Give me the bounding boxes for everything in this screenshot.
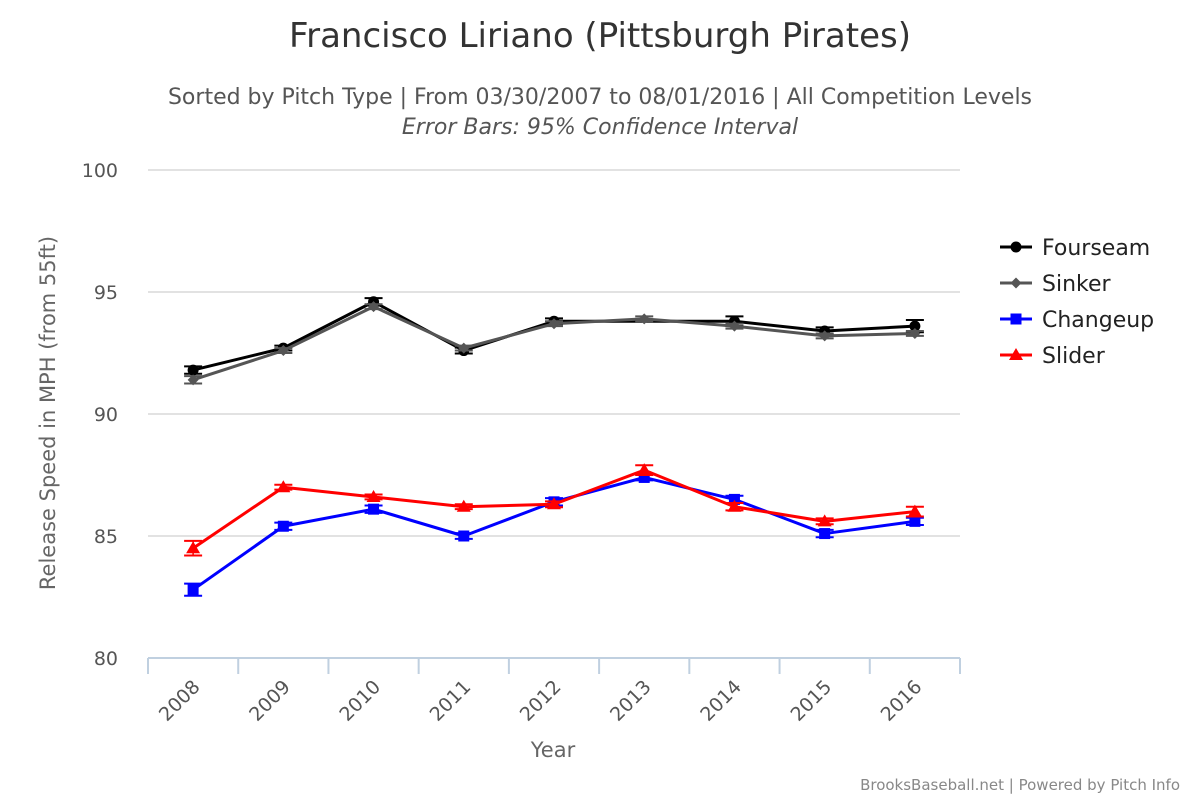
data-point-changeup	[277, 520, 289, 532]
data-point-sinker	[277, 345, 289, 357]
series-line-changeup	[192, 475, 916, 591]
data-point-fourseam	[187, 364, 199, 376]
grid-lines	[148, 169, 960, 537]
data-point-sinker	[187, 374, 199, 386]
legend-marker-sinker	[1010, 277, 1022, 289]
y-tick-label: 85	[94, 526, 118, 548]
data-point-changeup	[638, 471, 650, 483]
chart-title: Francisco Liriano (Pittsburgh Pirates)	[289, 16, 911, 56]
series-line-fourseam	[192, 300, 915, 372]
legend-marker-fourseam	[1010, 241, 1022, 253]
x-tick-label: 2008	[155, 676, 205, 726]
data-point-sinker	[819, 330, 831, 342]
x-tick-label: 2014	[696, 676, 746, 726]
data-point-changeup	[187, 584, 199, 596]
data-point-slider	[276, 480, 291, 493]
chart-credits: BrooksBaseball.net | Powered by Pitch In…	[860, 776, 1180, 794]
series-changeup	[184, 471, 924, 597]
y-tick-label: 90	[94, 404, 118, 426]
x-tick-label: 2013	[606, 676, 656, 726]
data-point-slider	[366, 489, 381, 502]
data-point-slider	[456, 499, 471, 512]
data-point-slider	[727, 499, 742, 512]
legend-marker-slider	[1009, 348, 1023, 360]
y-axis-title: Release Speed in MPH (from 55ft)	[36, 236, 60, 590]
data-point-changeup	[368, 503, 380, 515]
y-tick-label: 80	[94, 648, 118, 670]
legend-marker-changeup	[1010, 313, 1022, 325]
legend: Fourseam Sinker Changeup Slider	[1000, 236, 1154, 369]
chart-subtitle-errorbars: Error Bars: 95% Confidence Interval	[402, 115, 798, 140]
data-point-slider	[547, 497, 561, 510]
x-tick-label: 2010	[335, 676, 385, 726]
series-slider	[184, 463, 924, 557]
data-point-slider	[637, 463, 652, 476]
data-point-slider	[907, 504, 922, 517]
data-point-changeup	[909, 515, 921, 527]
y-axis: 80 85 90 95 100	[82, 160, 118, 670]
y-tick-label: 100	[82, 160, 118, 182]
data-point-sinker	[368, 301, 380, 313]
x-axis-title: Year	[530, 738, 576, 762]
data-point-slider	[817, 514, 832, 527]
data-point-sinker	[909, 327, 921, 339]
legend-item-fourseam[interactable]: Fourseam	[1000, 236, 1150, 261]
data-point-fourseam	[909, 320, 921, 332]
legend-item-slider[interactable]: Slider	[1000, 344, 1106, 369]
data-point-changeup	[819, 528, 831, 540]
chart-subtitle: Sorted by Pitch Type | From 03/30/2007 t…	[168, 85, 1032, 110]
legend-label-changeup: Changeup	[1042, 308, 1154, 333]
legend-label-sinker: Sinker	[1042, 272, 1112, 297]
legend-label-slider: Slider	[1042, 344, 1106, 369]
x-tick-label: 2011	[426, 676, 476, 726]
legend-label-fourseam: Fourseam	[1042, 236, 1150, 261]
x-tick-label: 2012	[516, 676, 566, 726]
x-axis: 2008 2009 2010 2011 2012 2013 2014 2015 2016	[147, 657, 961, 726]
data-point-sinker	[638, 313, 650, 325]
series-layer	[184, 296, 924, 597]
data-point-changeup	[728, 493, 740, 505]
x-tick-label: 2016	[877, 676, 927, 726]
x-tick-label: 2015	[786, 676, 836, 726]
data-point-sinker	[458, 342, 470, 354]
legend-item-sinker[interactable]: Sinker	[1000, 272, 1112, 297]
data-point-sinker	[548, 318, 560, 330]
y-tick-label: 95	[94, 282, 118, 304]
data-point-slider	[186, 541, 201, 554]
data-point-changeup	[458, 530, 470, 542]
series-sinker	[184, 301, 924, 386]
data-point-sinker	[728, 320, 740, 332]
x-tick-label: 2009	[245, 676, 295, 726]
legend-item-changeup[interactable]: Changeup	[1000, 308, 1154, 333]
